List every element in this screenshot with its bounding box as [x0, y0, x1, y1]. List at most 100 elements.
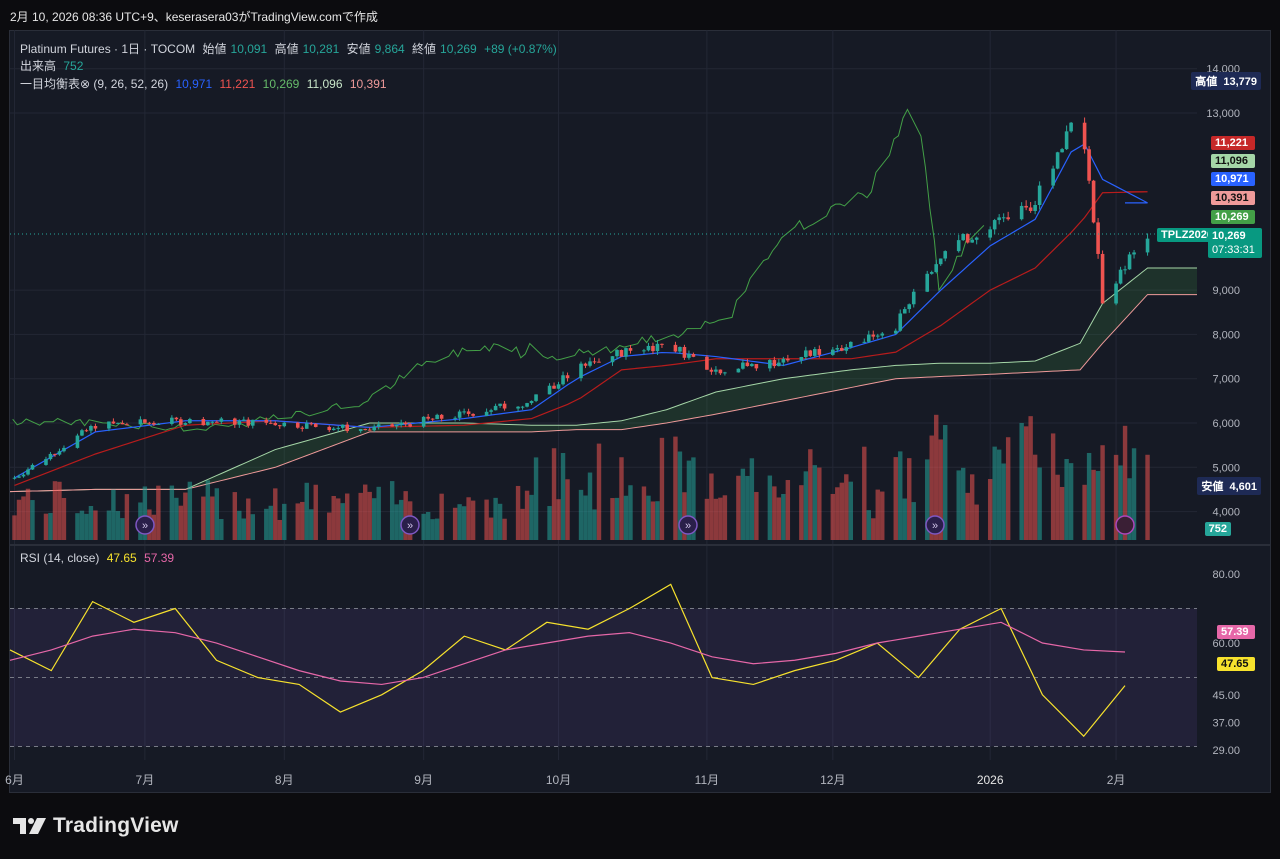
volume-bar: [421, 513, 426, 540]
candle-body: [210, 421, 215, 423]
volume-bar: [776, 497, 782, 540]
candle-body: [1118, 269, 1123, 284]
volume-bar: [1086, 452, 1092, 540]
candle-body: [372, 426, 376, 431]
volume-bar: [1122, 425, 1128, 540]
volume-bar: [1068, 463, 1074, 540]
volume-bar: [241, 518, 247, 540]
candle-body: [1132, 252, 1136, 255]
symbol-label[interactable]: Platinum Futures · 1日 · TOCOM: [20, 42, 196, 56]
candle-body: [862, 341, 867, 343]
candle-body: [974, 237, 979, 240]
volume-bar: [457, 504, 462, 540]
volume-bar: [331, 495, 336, 540]
last-price-value: 10,269: [1212, 230, 1246, 242]
candle-body: [866, 334, 871, 342]
candle-body: [1033, 205, 1037, 211]
price-tick-label: 9,000: [1212, 285, 1240, 297]
volume-bar: [376, 486, 381, 540]
volume-bar: [996, 449, 1002, 540]
volume-bar: [848, 481, 853, 540]
candle-body: [340, 424, 345, 428]
ichimoku-label[interactable]: 一目均衡表⊗ (9, 26, 52, 26): [20, 77, 169, 91]
candle-body: [718, 369, 723, 374]
candle-body: [30, 464, 35, 470]
rsi-tick-label: 80.00: [1212, 569, 1240, 581]
candle-body: [808, 350, 813, 356]
candle-body: [233, 418, 237, 425]
candle-body: [57, 451, 62, 455]
volume-bar: [466, 497, 471, 540]
tradingview-logo-icon: [13, 818, 46, 834]
price-tick-label: 8,000: [1212, 329, 1240, 341]
candle-body: [376, 424, 381, 427]
volume-bar: [529, 494, 534, 540]
candle-body: [394, 424, 399, 427]
candle-body: [430, 418, 435, 420]
price-tick-label: 6,000: [1212, 418, 1240, 430]
volume-label[interactable]: 出来高: [20, 59, 57, 73]
chart-frame: [9, 30, 1271, 793]
volume-bar: [515, 485, 521, 540]
volume-bar: [817, 467, 822, 540]
rsi-ma-legend-value: 57.39: [144, 551, 175, 565]
volume-bar: [371, 498, 377, 540]
tradingview-logo[interactable]: TradingView: [13, 814, 179, 838]
rsi-ma-tag: 57.39: [1217, 625, 1255, 639]
volume-bar: [844, 474, 849, 540]
candle-body: [215, 421, 219, 423]
candle-body: [345, 424, 350, 432]
candle-body: [138, 419, 143, 425]
candle-body: [1064, 131, 1069, 150]
volume-tag: 752: [1204, 522, 1231, 536]
candle-body: [188, 418, 192, 424]
candle-body: [646, 345, 651, 351]
symbol-tag: TPLZ2026: [1157, 228, 1217, 242]
volume-bar: [115, 511, 121, 540]
volume-bar: [578, 489, 584, 540]
candle-body: [961, 234, 965, 241]
candle-body: [813, 349, 817, 356]
change-value: +89 (+0.87%): [484, 42, 557, 56]
rsi-label[interactable]: RSI (14, close): [20, 551, 100, 565]
volume-bar: [124, 494, 130, 540]
volume-bar: [52, 481, 58, 540]
volume-bar: [25, 488, 31, 540]
candle-body: [183, 423, 188, 425]
candle-body: [53, 453, 57, 455]
volume-bar: [493, 497, 498, 540]
candle-body: [781, 358, 786, 363]
chart-caption: 2月 10, 2026 08:36 UTC+9、keserasera03がTra…: [10, 10, 378, 24]
volume-bar: [772, 486, 777, 540]
volume-bar: [439, 493, 444, 540]
volume-bar: [1059, 486, 1065, 540]
candle-body: [655, 343, 660, 352]
event-marker-icon: [925, 515, 945, 535]
volume-bar: [111, 489, 116, 540]
candle-body: [741, 362, 745, 369]
volume-bar: [1145, 454, 1150, 540]
candle-body: [1060, 149, 1064, 153]
volume-bar: [565, 479, 570, 540]
candle-body: [170, 417, 174, 424]
volume-bar: [187, 481, 193, 540]
volume-bar: [425, 511, 431, 540]
candle-body: [336, 427, 341, 429]
candle-body: [273, 422, 278, 426]
volume-bar: [340, 503, 345, 540]
candle-body: [929, 272, 934, 274]
candle-body: [84, 430, 89, 432]
event-marker-glyph: »: [142, 520, 148, 532]
volume-bar: [106, 510, 112, 540]
candle-body: [107, 421, 111, 429]
candle-body: [579, 363, 583, 379]
candle-body: [1100, 253, 1105, 304]
candle-body: [1006, 217, 1010, 220]
volume-bar: [524, 490, 530, 540]
candle-body: [201, 418, 206, 426]
event-marker-icon: [400, 515, 420, 535]
candle-body: [898, 313, 903, 331]
price-tick-label: 7,000: [1212, 374, 1240, 386]
volume-bar: [277, 519, 282, 540]
